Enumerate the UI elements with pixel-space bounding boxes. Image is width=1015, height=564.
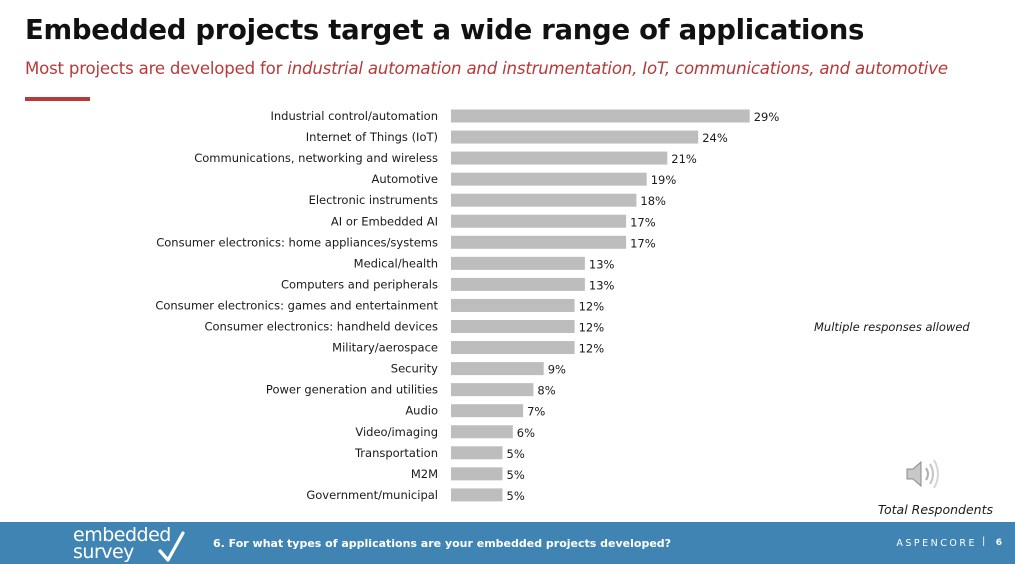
checkmark-icon: [158, 531, 185, 562]
category-label-electronic-instruments: Electronic instruments: [309, 193, 438, 207]
category-label-security: Security: [391, 362, 438, 376]
footer-bar: embedded survey 6. For what types of app…: [0, 522, 1015, 564]
bar-electronic-instruments: [451, 193, 637, 207]
bar-audio: [451, 404, 524, 418]
bar-power-generation-and-utilities: [451, 383, 534, 397]
category-label-power-generation-and-utilities: Power generation and utilities: [266, 383, 438, 397]
category-label-m2m: M2M: [411, 467, 438, 481]
category-labels: Industrial control/automation Internet of…: [155, 109, 438, 502]
value-label-transportation: 5%: [507, 447, 525, 461]
category-label-medical-health: Medical/health: [354, 256, 438, 270]
value-label-video-imaging: 6%: [517, 426, 535, 440]
value-label-military-aerospace: 12%: [579, 342, 605, 356]
bar-chart: Industrial control/automation Internet of…: [155, 109, 780, 503]
value-label-medical-health: 13%: [589, 257, 615, 271]
value-label-computers-and-peripherals: 13%: [589, 278, 615, 292]
bar-computers-and-peripherals: [451, 277, 585, 291]
value-label-industrial-control-automation: 29%: [754, 110, 780, 124]
aspencore-brand: ASPENCORE: [896, 538, 977, 549]
page-title: Embedded projects target a wide range of…: [25, 14, 865, 46]
value-label-consumer-electronics-games-and-entertainment: 12%: [579, 299, 605, 313]
subtitle-prefix: Most projects are developed for: [25, 59, 288, 78]
category-label-automotive: Automotive: [371, 172, 438, 186]
bar-communications-networking-and-wireless: [451, 151, 668, 165]
value-label-security: 9%: [548, 363, 566, 377]
value-label-ai-or-embedded-ai: 17%: [630, 215, 656, 229]
value-labels: 29% 24% 21% 19% 18% 17% 17% 13% 13% 12% 12% 12% 9% 8%…: [507, 110, 780, 503]
bar-government-municipal: [451, 488, 503, 502]
bars: [451, 109, 750, 502]
value-label-consumer-electronics-handheld-devices: 12%: [579, 321, 605, 335]
bar-internet-of-things-iot: [451, 130, 699, 144]
value-label-communications-networking-and-wireless: 21%: [671, 152, 697, 166]
category-label-video-imaging: Video/imaging: [355, 425, 438, 439]
bar-consumer-electronics-games-and-entertainment: [451, 298, 575, 312]
bar-medical-health: [451, 256, 585, 270]
category-label-industrial-control-automation: Industrial control/automation: [271, 109, 439, 123]
logo-line-1: embedded: [73, 524, 171, 546]
bar-consumer-electronics-handheld-devices: [451, 320, 575, 333]
bar-transportation: [451, 446, 503, 460]
total-respondents-label: Total Respondents: [877, 502, 993, 517]
value-label-automotive: 19%: [651, 173, 677, 187]
value-label-electronic-instruments: 18%: [640, 194, 666, 208]
bar-m2m: [451, 467, 503, 481]
bar-video-imaging: [451, 425, 513, 439]
value-label-government-municipal: 5%: [507, 489, 525, 503]
title-accent-rule: [25, 97, 90, 101]
category-label-internet-of-things-iot: Internet of Things (IoT): [306, 130, 438, 144]
subtitle-emphasis: industrial automation and instrumentatio…: [287, 59, 948, 78]
category-label-communications-networking-and-wireless: Communications, networking and wireless: [194, 151, 438, 165]
embedded-survey-logo: embedded survey: [73, 525, 193, 563]
bar-ai-or-embedded-ai: [451, 214, 627, 228]
survey-question: 6. For what types of applications are yo…: [213, 537, 672, 550]
footer-separator: |: [982, 536, 985, 547]
value-label-internet-of-things-iot: 24%: [702, 131, 728, 145]
bar-industrial-control-automation: [451, 109, 750, 123]
category-label-consumer-electronics-games-and-entertainment: Consumer electronics: games and entertai…: [155, 298, 438, 312]
bar-military-aerospace: [451, 341, 575, 355]
category-label-government-municipal: Government/municipal: [306, 488, 438, 502]
category-label-transportation: Transportation: [354, 446, 438, 460]
category-label-computers-and-peripherals: Computers and peripherals: [281, 277, 438, 291]
logo-line-2: survey: [73, 541, 134, 563]
category-label-ai-or-embedded-ai: AI or Embedded AI: [331, 214, 438, 228]
value-label-power-generation-and-utilities: 8%: [537, 384, 555, 398]
category-label-audio: Audio: [405, 404, 438, 418]
page-number: 6: [995, 538, 1002, 548]
category-label-consumer-electronics-home-appliances-systems: Consumer electronics: home appliances/sy…: [156, 235, 438, 249]
speaker-icon[interactable]: [904, 455, 942, 493]
value-label-consumer-electronics-home-appliances-systems: 17%: [630, 236, 656, 250]
multiple-responses-note: Multiple responses allowed: [814, 320, 970, 334]
category-label-military-aerospace: Military/aerospace: [332, 341, 438, 355]
page-subtitle: Most projects are developed for industri…: [25, 59, 948, 78]
value-label-audio: 7%: [527, 405, 545, 419]
bar-security: [451, 362, 544, 376]
category-label-consumer-electronics-handheld-devices: Consumer electronics: handheld devices: [204, 320, 438, 334]
bar-consumer-electronics-home-appliances-systems: [451, 235, 627, 249]
bar-automotive: [451, 172, 647, 186]
value-label-m2m: 5%: [507, 468, 525, 482]
